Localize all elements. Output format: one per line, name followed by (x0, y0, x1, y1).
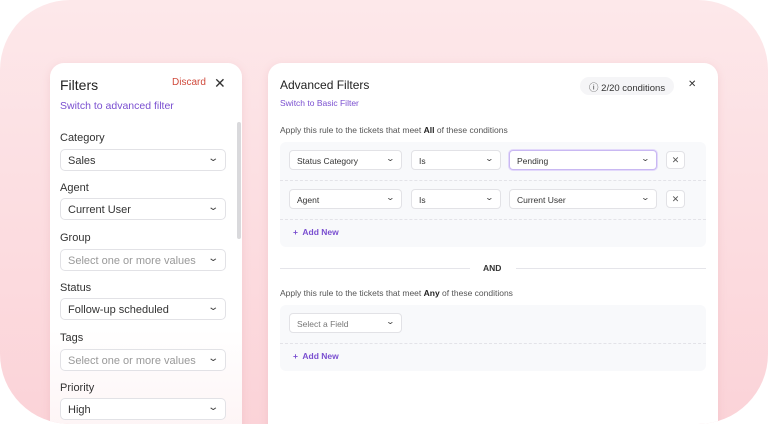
info-icon: ⓘ (589, 83, 599, 94)
status-select[interactable]: Follow-up scheduled ⌄ (60, 298, 226, 320)
agent-label: Agent (60, 182, 89, 194)
chevron-down-icon: ⌄ (385, 317, 396, 326)
chevron-down-icon: ⌄ (206, 402, 219, 413)
category-select[interactable]: Sales ⌄ (60, 149, 226, 171)
chevron-down-icon: ⌄ (484, 154, 495, 163)
any-conditions-box: Select a Field ⌄ + Add New (280, 305, 706, 371)
value-select[interactable]: Current User ⌄ (509, 189, 657, 209)
chevron-down-icon: ⌄ (640, 154, 651, 163)
value-select[interactable]: Pending ⌄ (509, 150, 657, 170)
tags-select[interactable]: Select one or more values ⌄ (60, 349, 226, 371)
discard-button[interactable]: Discard (172, 77, 206, 88)
all-conditions-text: Apply this rule to the tickets that meet… (280, 125, 508, 135)
condition-row: Agent ⌄ Is ⌄ Current User ⌄ ✕ (280, 181, 706, 220)
chevron-down-icon: ⌄ (206, 302, 219, 313)
agent-select[interactable]: Current User ⌄ (60, 198, 226, 220)
priority-label: Priority (60, 382, 95, 394)
remove-condition-button[interactable]: ✕ (666, 190, 685, 208)
field-select[interactable]: Select a Field ⌄ (289, 313, 402, 333)
add-new-any-button[interactable]: + Add New (293, 351, 339, 361)
chevron-down-icon: ⌄ (206, 202, 219, 213)
condition-row: Status Category ⌄ Is ⌄ Pending ⌄ ✕ (280, 142, 706, 181)
advanced-title: Advanced Filters (280, 78, 370, 92)
group-label: Group (60, 232, 91, 244)
chevron-down-icon: ⌄ (484, 193, 495, 202)
agent-value: Current User (68, 204, 131, 216)
tags-label: Tags (60, 332, 84, 344)
all-conditions-box: Status Category ⌄ Is ⌄ Pending ⌄ ✕ Agent ⌄ I… (280, 142, 706, 247)
close-icon[interactable]: ✕ (214, 75, 226, 91)
chevron-down-icon: ⌄ (206, 353, 219, 364)
chevron-down-icon: ⌄ (206, 253, 219, 264)
plus-icon: + (293, 351, 298, 361)
category-label: Category (60, 132, 105, 144)
advanced-filters-panel: Advanced Filters Switch to Basic Filter … (268, 63, 718, 424)
chevron-down-icon: ⌄ (385, 154, 396, 163)
operator-select[interactable]: Is ⌄ (411, 189, 501, 209)
add-new-all-button[interactable]: + Add New (293, 227, 339, 237)
condition-row: Select a Field ⌄ (280, 305, 706, 344)
switch-to-basic-link[interactable]: Switch to Basic Filter (280, 98, 359, 108)
chevron-down-icon: ⌄ (385, 193, 396, 202)
conditions-badge: ⓘ 2/20 conditions (580, 77, 675, 95)
close-icon[interactable]: ✕ (688, 79, 697, 90)
and-label: AND (483, 263, 502, 273)
plus-icon: + (293, 227, 298, 237)
priority-value: High (68, 404, 91, 416)
chevron-down-icon: ⌄ (640, 193, 651, 202)
any-conditions-text: Apply this rule to the tickets that meet… (280, 288, 513, 298)
status-label: Status (60, 282, 92, 294)
conditions-count: 2/20 conditions (601, 83, 666, 94)
filters-panel: Filters Discard ✕ Switch to advanced fil… (50, 63, 242, 424)
priority-select[interactable]: High ⌄ (60, 398, 226, 420)
filters-title: Filters (60, 77, 99, 93)
group-select[interactable]: Select one or more values ⌄ (60, 249, 226, 271)
and-divider: AND (280, 262, 706, 276)
field-select[interactable]: Agent ⌄ (289, 189, 402, 209)
status-value: Follow-up scheduled (68, 304, 169, 316)
operator-select[interactable]: Is ⌄ (411, 150, 501, 170)
scrollbar[interactable] (237, 122, 241, 239)
category-value: Sales (68, 155, 96, 167)
remove-condition-button[interactable]: ✕ (666, 151, 685, 169)
field-select[interactable]: Status Category ⌄ (289, 150, 402, 170)
tags-placeholder: Select one or more values (68, 355, 196, 367)
chevron-down-icon: ⌄ (206, 153, 219, 164)
switch-to-advanced-link[interactable]: Switch to advanced filter (60, 100, 174, 112)
group-placeholder: Select one or more values (68, 255, 196, 267)
